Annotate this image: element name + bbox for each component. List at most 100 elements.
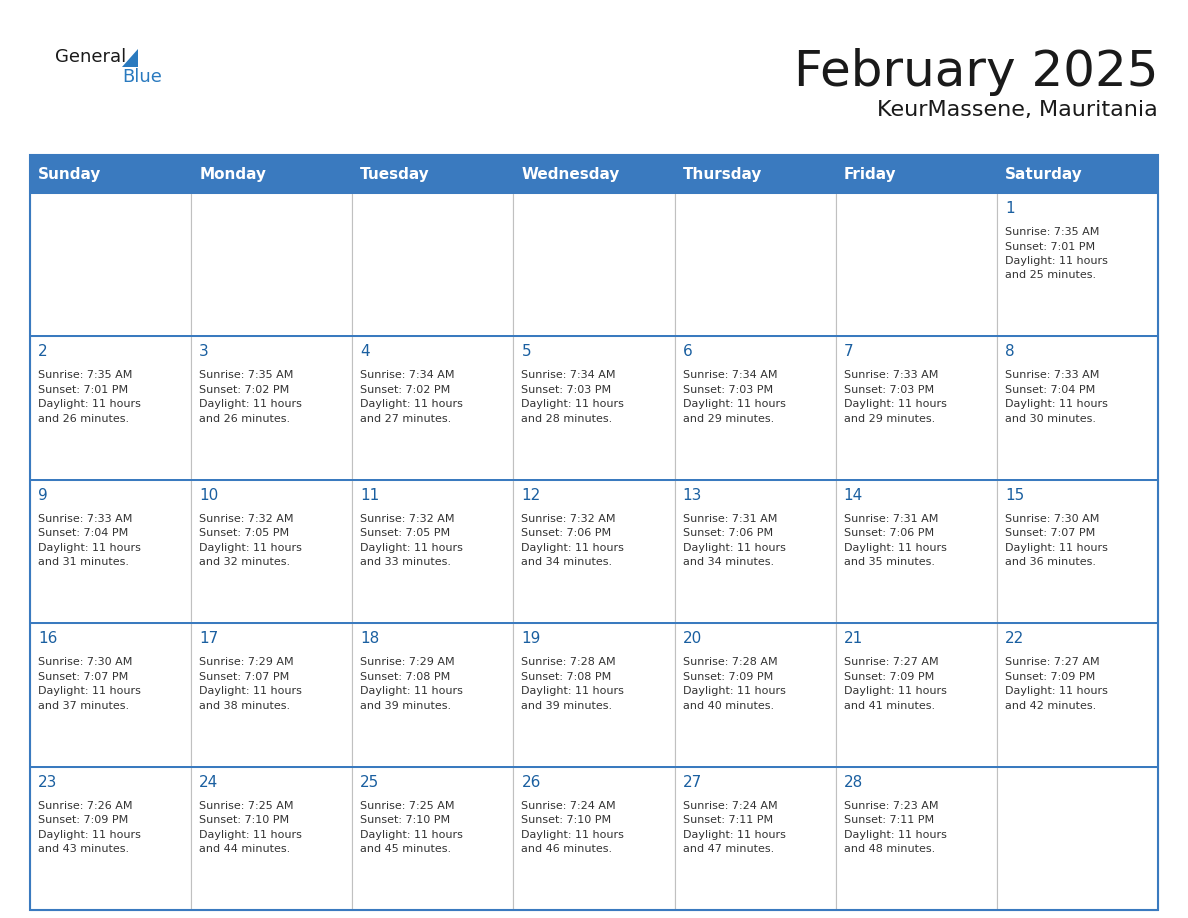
Text: Sunset: 7:07 PM: Sunset: 7:07 PM — [1005, 528, 1095, 538]
Text: Thursday: Thursday — [683, 166, 762, 182]
Text: Daylight: 11 hours: Daylight: 11 hours — [360, 399, 463, 409]
Text: Daylight: 11 hours: Daylight: 11 hours — [522, 543, 625, 553]
Text: Sunrise: 7:32 AM: Sunrise: 7:32 AM — [200, 514, 293, 524]
Text: Daylight: 11 hours: Daylight: 11 hours — [522, 686, 625, 696]
Bar — [835, 480, 997, 623]
Text: Daylight: 11 hours: Daylight: 11 hours — [360, 543, 463, 553]
Text: and 26 minutes.: and 26 minutes. — [38, 414, 129, 424]
Text: Sunrise: 7:35 AM: Sunrise: 7:35 AM — [200, 370, 293, 380]
Text: Daylight: 11 hours: Daylight: 11 hours — [1005, 543, 1107, 553]
Text: and 39 minutes.: and 39 minutes. — [360, 700, 451, 711]
Text: 24: 24 — [200, 775, 219, 789]
Bar — [30, 767, 191, 910]
Text: and 46 minutes.: and 46 minutes. — [522, 844, 613, 854]
Text: Daylight: 11 hours: Daylight: 11 hours — [38, 686, 141, 696]
Text: Sunset: 7:08 PM: Sunset: 7:08 PM — [360, 672, 450, 682]
Text: Monday: Monday — [200, 166, 266, 182]
Text: Daylight: 11 hours: Daylight: 11 hours — [38, 543, 141, 553]
Text: Sunset: 7:01 PM: Sunset: 7:01 PM — [38, 385, 128, 395]
Bar — [997, 767, 1158, 910]
Text: Daylight: 11 hours: Daylight: 11 hours — [200, 830, 302, 840]
Text: 14: 14 — [843, 487, 862, 503]
Text: Daylight: 11 hours: Daylight: 11 hours — [843, 830, 947, 840]
Text: and 39 minutes.: and 39 minutes. — [522, 700, 613, 711]
Text: and 38 minutes.: and 38 minutes. — [200, 700, 290, 711]
Text: Sunrise: 7:32 AM: Sunrise: 7:32 AM — [522, 514, 615, 524]
Text: Sunrise: 7:26 AM: Sunrise: 7:26 AM — [38, 800, 133, 811]
Text: Blue: Blue — [122, 68, 162, 86]
Text: Sunset: 7:11 PM: Sunset: 7:11 PM — [843, 815, 934, 825]
Bar — [997, 336, 1158, 480]
Text: 21: 21 — [843, 632, 862, 646]
Bar — [513, 480, 675, 623]
Text: Daylight: 11 hours: Daylight: 11 hours — [38, 399, 141, 409]
Text: and 47 minutes.: and 47 minutes. — [683, 844, 773, 854]
Text: Sunset: 7:10 PM: Sunset: 7:10 PM — [200, 815, 289, 825]
Text: Daylight: 11 hours: Daylight: 11 hours — [1005, 256, 1107, 266]
Text: 16: 16 — [38, 632, 57, 646]
Text: Sunset: 7:09 PM: Sunset: 7:09 PM — [683, 672, 773, 682]
Text: Daylight: 11 hours: Daylight: 11 hours — [360, 830, 463, 840]
Text: and 35 minutes.: and 35 minutes. — [843, 557, 935, 567]
Text: Sunset: 7:06 PM: Sunset: 7:06 PM — [683, 528, 772, 538]
Text: Sunrise: 7:28 AM: Sunrise: 7:28 AM — [683, 657, 777, 667]
Text: 17: 17 — [200, 632, 219, 646]
Text: 1: 1 — [1005, 201, 1015, 216]
Text: Sunrise: 7:33 AM: Sunrise: 7:33 AM — [843, 370, 939, 380]
Text: Sunset: 7:10 PM: Sunset: 7:10 PM — [360, 815, 450, 825]
Text: Sunrise: 7:28 AM: Sunrise: 7:28 AM — [522, 657, 617, 667]
Text: 5: 5 — [522, 344, 531, 360]
Text: Sunrise: 7:31 AM: Sunrise: 7:31 AM — [683, 514, 777, 524]
Text: 8: 8 — [1005, 344, 1015, 360]
Text: Sunrise: 7:29 AM: Sunrise: 7:29 AM — [360, 657, 455, 667]
Text: 9: 9 — [38, 487, 48, 503]
Text: Daylight: 11 hours: Daylight: 11 hours — [683, 830, 785, 840]
Text: Tuesday: Tuesday — [360, 166, 430, 182]
Text: and 41 minutes.: and 41 minutes. — [843, 700, 935, 711]
Text: Sunrise: 7:33 AM: Sunrise: 7:33 AM — [1005, 370, 1099, 380]
Text: 28: 28 — [843, 775, 862, 789]
Text: Sunrise: 7:34 AM: Sunrise: 7:34 AM — [522, 370, 615, 380]
Text: Sunrise: 7:29 AM: Sunrise: 7:29 AM — [200, 657, 293, 667]
Text: and 45 minutes.: and 45 minutes. — [360, 844, 451, 854]
Text: Sunrise: 7:34 AM: Sunrise: 7:34 AM — [683, 370, 777, 380]
Bar — [675, 193, 835, 336]
Text: Sunrise: 7:27 AM: Sunrise: 7:27 AM — [843, 657, 939, 667]
Text: 15: 15 — [1005, 487, 1024, 503]
Text: and 42 minutes.: and 42 minutes. — [1005, 700, 1097, 711]
Text: and 36 minutes.: and 36 minutes. — [1005, 557, 1095, 567]
Bar — [513, 193, 675, 336]
Text: Sunrise: 7:33 AM: Sunrise: 7:33 AM — [38, 514, 132, 524]
Text: and 29 minutes.: and 29 minutes. — [843, 414, 935, 424]
Text: and 48 minutes.: and 48 minutes. — [843, 844, 935, 854]
Text: Sunrise: 7:25 AM: Sunrise: 7:25 AM — [200, 800, 293, 811]
Text: Sunset: 7:03 PM: Sunset: 7:03 PM — [843, 385, 934, 395]
Bar — [30, 155, 1158, 910]
Text: Friday: Friday — [843, 166, 896, 182]
Text: February 2025: February 2025 — [794, 48, 1158, 96]
Text: Sunday: Sunday — [38, 166, 101, 182]
Bar — [191, 623, 353, 767]
Text: Sunrise: 7:32 AM: Sunrise: 7:32 AM — [360, 514, 455, 524]
Text: 25: 25 — [360, 775, 379, 789]
Text: Daylight: 11 hours: Daylight: 11 hours — [843, 686, 947, 696]
Text: Saturday: Saturday — [1005, 166, 1082, 182]
Bar — [353, 193, 513, 336]
Text: and 37 minutes.: and 37 minutes. — [38, 700, 129, 711]
Bar — [675, 767, 835, 910]
Text: and 43 minutes.: and 43 minutes. — [38, 844, 129, 854]
Bar — [513, 336, 675, 480]
Text: 4: 4 — [360, 344, 369, 360]
Text: 20: 20 — [683, 632, 702, 646]
Bar — [353, 767, 513, 910]
Text: and 33 minutes.: and 33 minutes. — [360, 557, 451, 567]
Bar — [30, 155, 1158, 193]
Text: 11: 11 — [360, 487, 379, 503]
Bar — [30, 623, 191, 767]
Polygon shape — [122, 49, 138, 67]
Text: and 31 minutes.: and 31 minutes. — [38, 557, 129, 567]
Text: 2: 2 — [38, 344, 48, 360]
Bar — [835, 623, 997, 767]
Text: and 26 minutes.: and 26 minutes. — [200, 414, 290, 424]
Text: Sunset: 7:01 PM: Sunset: 7:01 PM — [1005, 241, 1095, 252]
